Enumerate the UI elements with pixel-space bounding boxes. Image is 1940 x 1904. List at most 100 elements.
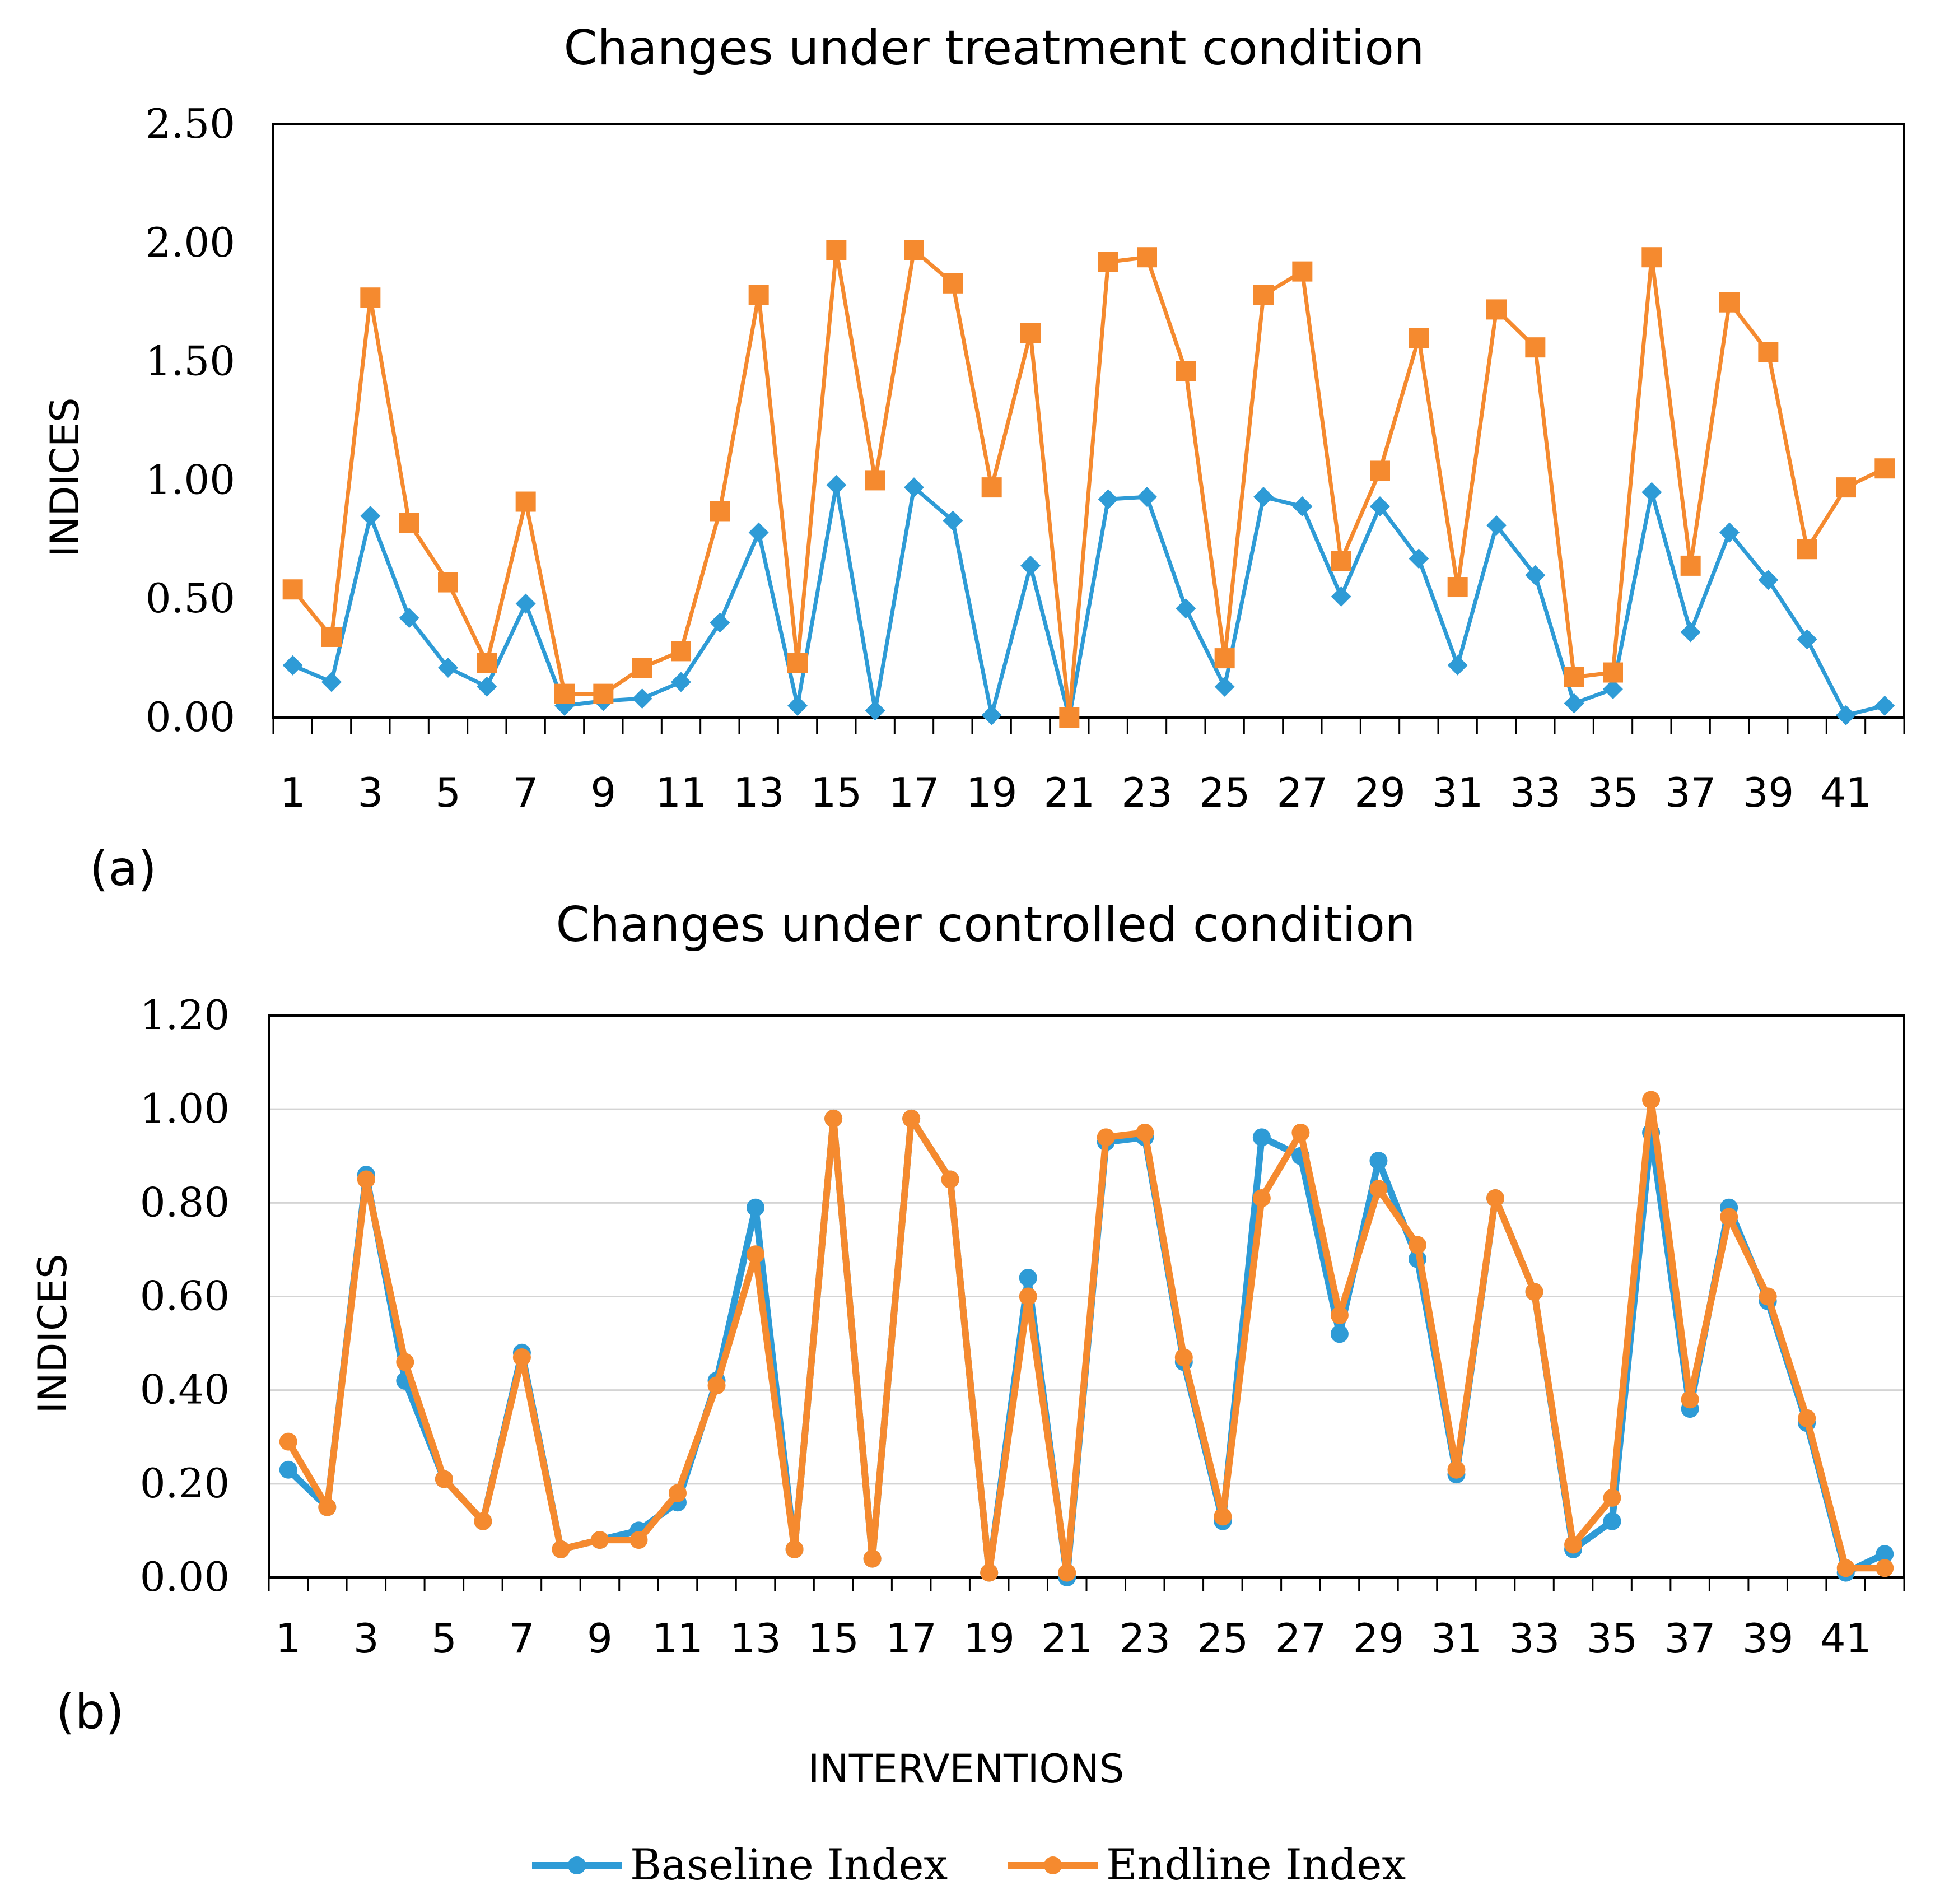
data-point-endline-index	[1058, 1563, 1076, 1582]
data-point-endline-index	[399, 513, 419, 533]
data-point-endline-index	[1253, 285, 1274, 305]
data-point-endline-index	[1836, 1559, 1855, 1577]
data-point-endline-index	[669, 1484, 687, 1502]
x-tick-label: 21	[1044, 769, 1095, 816]
data-point-endline-index	[1525, 337, 1546, 358]
data-point-endline-index	[282, 579, 303, 600]
data-point-endline-index	[824, 1109, 843, 1128]
data-point-endline-index	[1680, 555, 1701, 576]
data-point-baseline-index	[1564, 693, 1584, 714]
data-point-baseline-index	[399, 608, 419, 629]
data-point-baseline-index	[1137, 487, 1157, 508]
data-point-baseline-index	[671, 672, 691, 692]
x-tick-label: 5	[435, 769, 461, 816]
data-point-baseline-index	[1719, 522, 1740, 543]
data-point-baseline-index	[321, 672, 342, 692]
x-tick-label: 31	[1432, 769, 1484, 816]
data-point-endline-index	[707, 1376, 726, 1395]
x-tick-label: 29	[1354, 769, 1406, 816]
y-tick-label: 2.00	[146, 219, 235, 266]
data-point-baseline-index	[360, 505, 381, 526]
data-point-endline-index	[1176, 361, 1196, 381]
data-point-endline-index	[396, 1353, 414, 1371]
data-point-endline-index	[357, 1170, 375, 1189]
data-point-baseline-index	[1603, 1512, 1621, 1530]
data-point-endline-index	[1486, 1189, 1504, 1207]
data-point-endline-index	[863, 1549, 882, 1568]
chart-title-treatment: Changes under treatment condition	[564, 20, 1425, 76]
data-point-baseline-index	[1874, 695, 1895, 716]
x-tick-label: 29	[1353, 1615, 1405, 1662]
panel-label-a: (a)	[90, 841, 157, 897]
data-point-endline-index	[552, 1540, 570, 1558]
legend-item-endline: Endline Index	[1008, 1840, 1406, 1889]
x-tick-label: 27	[1277, 769, 1328, 816]
data-point-endline-index	[629, 1531, 648, 1549]
data-point-endline-index	[1292, 261, 1313, 282]
data-point-baseline-index	[477, 676, 497, 697]
gridlines-controlled	[269, 1108, 1904, 1485]
data-point-endline-index	[515, 491, 536, 512]
data-point-endline-index	[1330, 1306, 1349, 1324]
data-point-baseline-index	[1370, 496, 1390, 516]
x-tick-label: 3	[357, 769, 383, 816]
data-point-baseline-index	[787, 695, 808, 716]
chart-controlled: Changes under controlled condition 0.000…	[30, 897, 1905, 1792]
legend-label-baseline: Baseline Index	[630, 1840, 948, 1889]
x-tick-label: 33	[1509, 1615, 1560, 1662]
x-axis-label: INTERVENTIONS	[808, 1746, 1125, 1792]
x-tick-label: 27	[1275, 1615, 1327, 1662]
data-point-baseline-index	[282, 655, 303, 676]
data-point-baseline-index	[1836, 705, 1856, 725]
data-point-endline-index	[435, 1470, 453, 1488]
legend-marker-baseline	[568, 1856, 586, 1874]
data-point-baseline-index	[747, 1198, 765, 1217]
y-axis-label-controlled: INDICES	[30, 1254, 76, 1413]
x-tick-label: 25	[1197, 1615, 1249, 1662]
data-point-endline-index	[1019, 1287, 1037, 1306]
data-point-baseline-index	[1252, 1128, 1271, 1147]
data-point-endline-index	[1291, 1123, 1310, 1142]
x-tick-label: 9	[590, 769, 616, 816]
x-tick-label: 35	[1587, 769, 1639, 816]
x-tick-label: 19	[963, 1615, 1015, 1662]
data-point-endline-index	[1136, 1123, 1154, 1142]
x-tick-label: 9	[587, 1615, 613, 1662]
data-point-baseline-index	[1603, 679, 1623, 700]
x-tick-label: 17	[885, 1615, 937, 1662]
data-point-endline-index	[1098, 252, 1118, 272]
data-point-endline-index	[1681, 1390, 1699, 1409]
series-line-endline-index	[291, 248, 1886, 720]
data-point-endline-index	[826, 240, 847, 260]
data-point-endline-index	[1876, 1559, 1894, 1577]
x-tick-label: 25	[1199, 769, 1251, 816]
data-point-baseline-index	[904, 477, 924, 498]
x-tick-label: 1	[276, 1615, 301, 1662]
y-tick-label: 0.00	[140, 1553, 230, 1600]
data-point-endline-index	[747, 1245, 765, 1264]
x-tick-label: 37	[1665, 769, 1717, 816]
y-axis-controlled: 0.00 0.20 0.40 0.60 0.80 1.00 1.20	[140, 991, 230, 1600]
x-tick-label: 15	[808, 1615, 859, 1662]
data-point-endline-index	[1758, 342, 1779, 362]
data-point-endline-index	[1603, 1488, 1621, 1507]
x-tick-label: 39	[1743, 769, 1794, 816]
data-point-endline-index	[865, 470, 885, 491]
x-tick-label: 11	[655, 769, 707, 816]
data-point-endline-index	[1564, 667, 1584, 687]
data-point-endline-index	[1564, 1535, 1583, 1554]
x-tick-label: 41	[1820, 769, 1872, 816]
x-tick-label: 11	[652, 1615, 703, 1662]
data-point-endline-index	[1137, 247, 1157, 268]
series-treatment	[282, 240, 1895, 728]
data-point-endline-index	[1719, 292, 1740, 313]
y-tick-label: 1.50	[146, 338, 235, 385]
data-point-endline-index	[554, 683, 575, 704]
x-tick-label: 39	[1742, 1615, 1794, 1662]
panel-label-b: (b)	[56, 1684, 124, 1740]
data-point-baseline-index	[1876, 1545, 1894, 1563]
data-point-endline-index	[1486, 299, 1507, 320]
data-point-endline-index	[1798, 1409, 1816, 1427]
legend-item-baseline: Baseline Index	[532, 1840, 948, 1889]
